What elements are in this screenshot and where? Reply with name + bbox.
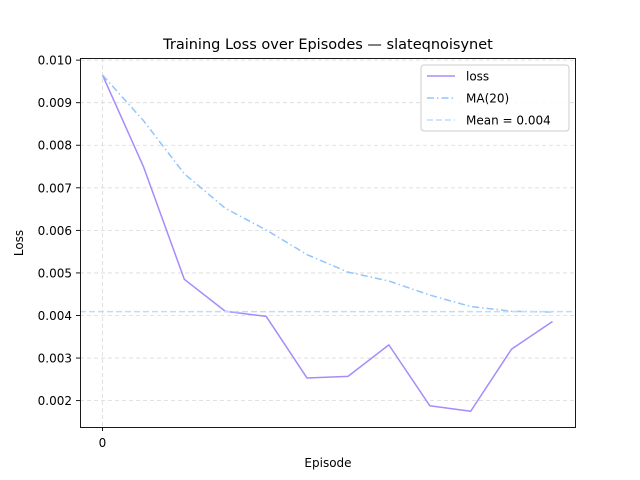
y-tick-label: 0.009 (38, 96, 72, 110)
legend: loss MA(20) Mean = 0.004 (420, 64, 570, 132)
series-line-ma-20 (101, 74, 553, 313)
y-axis-title: Loss (12, 230, 26, 256)
axes: 0.002 0.003 0.004 0.005 0.006 0.007 0.008 0.009… (38, 54, 107, 450)
chart-title: Training Loss over Episodes — slateqnois… (162, 37, 493, 53)
plot-area-frame (80, 58, 576, 428)
series-line-loss (101, 74, 553, 412)
y-tick-label: 0.008 (38, 139, 72, 153)
x-tick-label: 0 (99, 436, 107, 450)
x-axis-title: Episode (304, 456, 351, 470)
y-tick-label: 0.005 (38, 266, 72, 280)
y-tick-label: 0.004 (38, 309, 72, 323)
y-tick-label: 0.007 (38, 181, 72, 195)
y-tick-label: 0.006 (38, 224, 72, 238)
legend-label-loss: loss (466, 70, 489, 84)
grid (80, 58, 575, 427)
series-lines (80, 74, 575, 412)
y-tick-label: 0.003 (38, 352, 72, 366)
legend-label-mean-0-004: Mean = 0.004 (466, 114, 551, 128)
y-tick-label: 0.002 (38, 394, 72, 408)
y-tick-label: 0.010 (38, 54, 72, 68)
legend-label-ma-20: MA(20) (466, 92, 509, 106)
legend-box (420, 64, 570, 132)
